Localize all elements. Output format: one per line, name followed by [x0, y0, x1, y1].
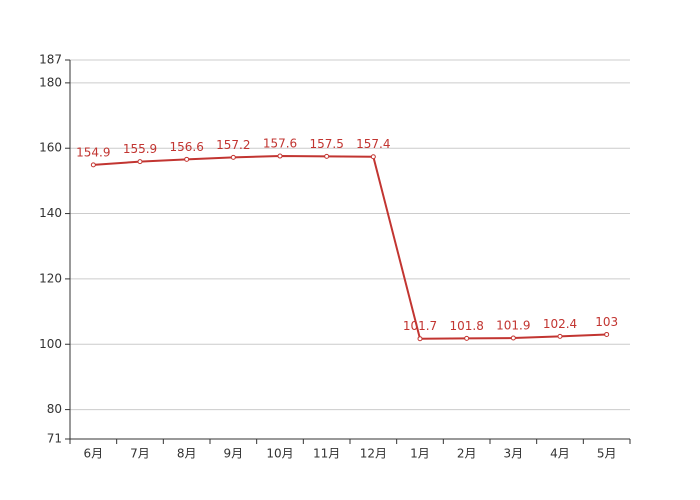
x-tick-label: 9月: [224, 447, 244, 461]
x-tick-label: 2月: [457, 447, 477, 461]
y-tick-label: 120: [39, 271, 62, 285]
x-tick-label: 3月: [504, 447, 524, 461]
value-label: 155.9: [123, 142, 157, 156]
y-tick-label: 187: [39, 53, 62, 67]
value-label: 101.9: [496, 319, 530, 333]
point: [464, 335, 470, 341]
value-label: 157.4: [356, 137, 390, 151]
x-tick-label: 6月: [84, 447, 104, 461]
x-tick-label: 10月: [266, 447, 293, 461]
x-tick-label: 12月: [360, 447, 387, 461]
value-label: 157.6: [263, 137, 297, 151]
value-label: 154.9: [76, 145, 110, 159]
point: [90, 162, 96, 168]
y-tick-label: 100: [39, 337, 62, 351]
value-label: 156.6: [169, 140, 203, 154]
point: [604, 331, 610, 337]
line: [93, 155, 607, 340]
point: [184, 156, 190, 162]
x-tick-label: 7月: [130, 447, 150, 461]
point: [417, 336, 423, 342]
value-label: 157.5: [309, 137, 343, 151]
value-label: 103: [595, 315, 618, 329]
point: [557, 333, 563, 339]
x-tick-label: 1月: [410, 447, 430, 461]
value-label: 101.8: [449, 319, 483, 333]
point: [510, 335, 516, 341]
point: [324, 153, 330, 159]
y-tick-label: 80: [47, 402, 62, 416]
y-tick-label: 71: [47, 432, 62, 446]
point: [277, 153, 283, 159]
point: [137, 159, 143, 165]
point: [370, 154, 376, 160]
y-tick-label: 140: [39, 206, 62, 220]
y-tick-label: 180: [39, 75, 62, 89]
x-tick-label: 5月: [597, 447, 617, 461]
value-label: 102.4: [543, 317, 577, 331]
point: [230, 154, 236, 160]
value-label: 101.7: [403, 319, 437, 333]
x-tick-label: 8月: [177, 447, 197, 461]
y-tick-label: 160: [39, 141, 62, 155]
x-tick-label: 4月: [550, 447, 570, 461]
x-tick-label: 11月: [313, 447, 340, 461]
value-label: 157.2: [216, 138, 250, 152]
